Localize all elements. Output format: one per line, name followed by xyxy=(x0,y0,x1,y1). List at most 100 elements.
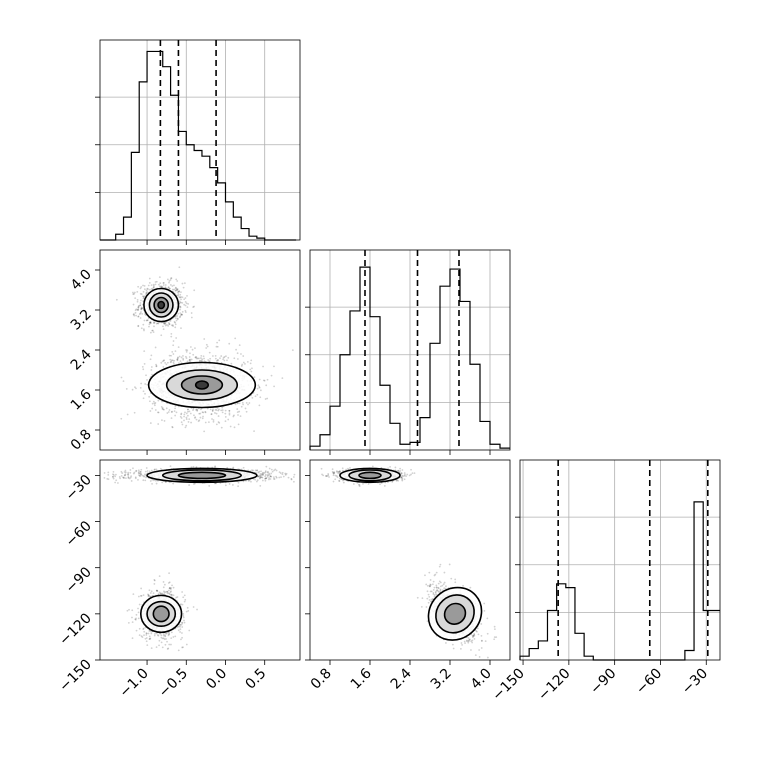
scatter-point xyxy=(148,635,151,638)
scatter-point xyxy=(189,358,192,361)
scatter-point xyxy=(139,312,142,315)
scatter-point xyxy=(169,587,171,589)
scatter-point xyxy=(178,290,180,293)
scatter-point xyxy=(180,417,183,419)
scatter-point xyxy=(139,470,142,473)
scatter-point xyxy=(166,590,169,593)
scatter-point xyxy=(179,306,182,309)
scatter-point xyxy=(123,474,126,477)
scatter-point xyxy=(178,301,181,304)
scatter-point xyxy=(151,373,153,376)
scatter-point xyxy=(149,331,152,334)
scatter-point xyxy=(261,476,264,479)
histogram-bin xyxy=(547,610,556,660)
scatter-point xyxy=(150,354,153,357)
scatter-point xyxy=(166,590,169,593)
scatter-point xyxy=(103,476,106,479)
scatter-point xyxy=(140,594,143,597)
scatter-point xyxy=(153,583,156,585)
scatter-point xyxy=(124,474,126,477)
scatter-point xyxy=(259,476,261,479)
scatter-point xyxy=(174,414,177,417)
scatter-point xyxy=(228,483,231,485)
scatter-point xyxy=(132,467,134,470)
histogram-bin xyxy=(380,385,390,450)
scatter-point xyxy=(137,305,140,308)
scatter-point xyxy=(181,621,184,624)
scatter-point xyxy=(140,382,143,385)
scatter-point xyxy=(156,589,158,592)
scatter-point xyxy=(137,309,139,312)
scatter-point xyxy=(178,305,181,308)
scatter-point xyxy=(170,324,173,327)
scatter-point xyxy=(203,430,206,433)
scatter-point xyxy=(169,279,172,281)
histogram-bin xyxy=(694,502,703,660)
scatter-point xyxy=(215,345,218,348)
scatter-point xyxy=(145,632,148,635)
scatter-point xyxy=(244,407,247,410)
scatter-point xyxy=(145,640,148,643)
scatter-point xyxy=(205,347,208,349)
scatter-point xyxy=(178,623,181,626)
scatter-point xyxy=(207,359,210,361)
scatter-point xyxy=(195,418,198,421)
x-tick-label: −90 xyxy=(587,666,619,698)
scatter-point xyxy=(161,637,164,640)
histogram-bin xyxy=(131,152,139,240)
scatter-point xyxy=(261,479,264,482)
scatter-point xyxy=(181,423,184,426)
scatter-point xyxy=(184,311,187,314)
scatter-point xyxy=(269,475,272,478)
scatter-point xyxy=(160,592,162,595)
scatter-point xyxy=(136,308,139,311)
scatter-point xyxy=(257,475,260,478)
scatter-point xyxy=(169,465,172,468)
scatter-point xyxy=(177,357,179,360)
scatter-point xyxy=(179,312,182,315)
scatter-point xyxy=(181,626,184,628)
scatter-point xyxy=(170,277,172,280)
scatter-point xyxy=(271,470,274,473)
scatter-point xyxy=(167,589,170,592)
scatter-point xyxy=(257,475,259,478)
scatter-point xyxy=(170,359,173,362)
scatter-point xyxy=(240,365,243,367)
scatter-point xyxy=(218,339,221,342)
scatter-point xyxy=(394,466,397,469)
scatter-point xyxy=(273,385,275,388)
scatter-point xyxy=(112,470,115,473)
x-tick-label: −0.5 xyxy=(156,666,191,701)
scatter-point xyxy=(149,410,152,412)
scatter-point xyxy=(177,356,179,359)
scatter-point xyxy=(140,308,143,311)
scatter-point xyxy=(142,290,145,293)
scatter-point xyxy=(217,409,220,412)
scatter-point xyxy=(199,408,202,411)
histogram-bin xyxy=(124,217,132,240)
scatter-point xyxy=(152,592,155,595)
scatter-point xyxy=(212,408,214,411)
histogram-bin xyxy=(420,418,430,450)
scatter-point xyxy=(140,299,142,302)
scatter-point xyxy=(137,595,140,598)
scatter-point xyxy=(153,468,156,471)
scatter-point xyxy=(162,359,165,362)
x-tick-label: −150 xyxy=(489,666,528,705)
scatter-point xyxy=(177,649,180,652)
scatter-point xyxy=(114,481,117,484)
scatter-point xyxy=(212,419,215,421)
scatter-point xyxy=(293,480,295,483)
scatter-point xyxy=(176,289,178,291)
scatter-point xyxy=(259,485,262,487)
scatter-point xyxy=(157,322,160,325)
scatter-point xyxy=(144,313,147,316)
scatter-point xyxy=(164,284,167,286)
scatter-point xyxy=(208,360,211,363)
scatter-point xyxy=(137,306,140,309)
scatter-point xyxy=(178,266,181,269)
histogram-bin xyxy=(241,229,249,240)
scatter-point xyxy=(268,472,270,475)
scatter-point xyxy=(192,409,194,412)
scatter-point xyxy=(172,340,175,342)
